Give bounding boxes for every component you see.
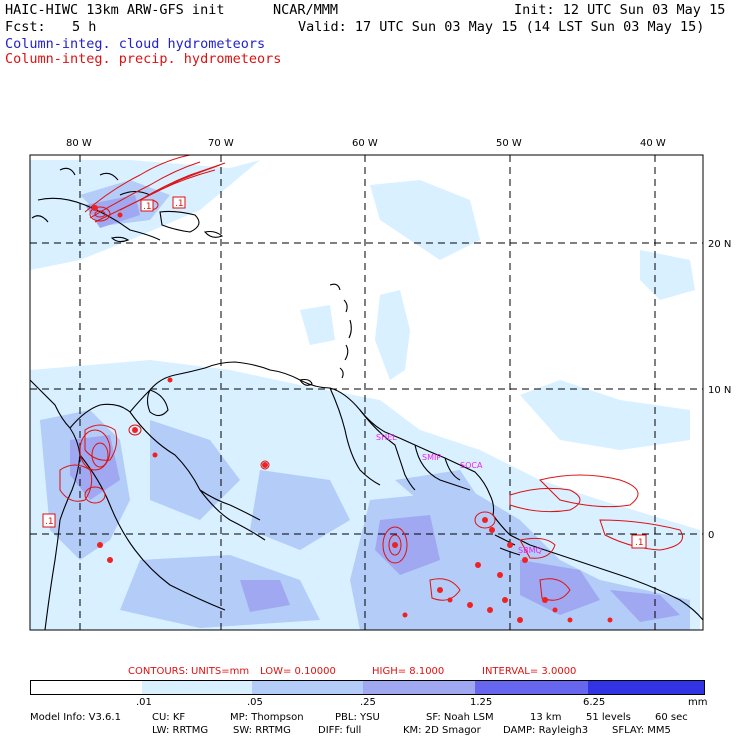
contours-low: LOW= 0.10000 — [260, 666, 336, 677]
lon-label: 40 W — [640, 138, 666, 149]
model-info-item: CU: KF — [152, 712, 186, 723]
precip-cores — [92, 205, 613, 623]
fcst-value: 5 h — [72, 19, 97, 35]
run-title: HAIC-HIWC 13km ARW-GFS init — [5, 2, 225, 18]
color-bar-segment — [31, 681, 142, 694]
color-bar-tick: 6.25 — [583, 697, 606, 708]
contour-label: .1 — [45, 517, 54, 527]
model-info-item: SF: Noah LSM — [426, 712, 494, 723]
color-bar-segment — [588, 681, 704, 694]
color-bar-tick: .05 — [247, 697, 263, 708]
model-info-item: 60 sec — [655, 712, 688, 723]
contour-label-box: .1 — [631, 534, 647, 549]
contour-label: .1 — [175, 199, 184, 209]
lat-label: 0 — [708, 530, 714, 541]
lat-label: 10 N — [708, 385, 731, 396]
station-label: SBMQ — [518, 546, 542, 555]
contour-label: .1 — [635, 538, 644, 548]
contours-high: HIGH= 8.1000 — [372, 666, 445, 677]
color-bar-segment — [363, 681, 475, 694]
color-bar-segment — [252, 681, 363, 694]
station-label: SOCA — [460, 461, 483, 470]
valid-time: Valid: 17 UTC Sun 03 May 15 (14 LST Sun … — [298, 19, 705, 35]
color-bar-tick: .01 — [136, 697, 152, 708]
contours-units: UNITS=mm — [191, 666, 250, 677]
legend-precip: Column-integ. precip. hydrometeors — [5, 51, 282, 67]
model-info-item: MP: Thompson — [230, 712, 304, 723]
color-bar-segment — [142, 681, 252, 694]
contours-label: CONTOURS: — [128, 666, 189, 677]
lon-label: 60 W — [352, 138, 378, 149]
lon-label: 50 W — [496, 138, 522, 149]
org-label: NCAR/MMM — [273, 2, 339, 18]
color-bar-unit: mm — [688, 697, 708, 708]
lon-label: 80 W — [66, 138, 92, 149]
legend-cloud: Column-integ. cloud hydrometeors — [5, 36, 266, 52]
model-info-item: 13 km — [530, 712, 562, 723]
model-info-item: DAMP: Rayleigh3 — [503, 725, 589, 736]
model-info-item: 51 levels — [586, 712, 631, 723]
station-label: SHEL — [376, 433, 397, 442]
contour-label-box: .1 — [140, 199, 154, 212]
contours-interval: INTERVAL= 3.0000 — [482, 666, 577, 677]
station-label: SMIP — [422, 453, 441, 462]
model-info-item: Model Info: V3.6.1 — [30, 712, 121, 723]
model-info-item: DIFF: full — [318, 725, 362, 736]
color-bar-tick: .25 — [360, 697, 376, 708]
color-bar-segment — [475, 681, 588, 694]
model-info-item: SW: RRTMG — [233, 725, 291, 736]
lat-label: 20 N — [708, 239, 731, 250]
graticule — [30, 155, 703, 630]
model-info-item: SFLAY: MM5 — [612, 725, 671, 736]
lon-label: 70 W — [208, 138, 234, 149]
fcst-label: Fcst: — [5, 19, 46, 35]
model-info-item: LW: RRTMG — [152, 725, 209, 736]
contour-label: .1 — [143, 202, 152, 212]
init-time: Init: 12 UTC Sun 03 May 15 — [514, 2, 726, 18]
map-frame — [29, 154, 704, 631]
contour-label-box: .1 — [42, 513, 56, 528]
coastlines — [30, 167, 703, 630]
model-info-item: PBL: YSU — [335, 712, 380, 723]
model-info-item: KM: 2D Smagor — [403, 725, 481, 736]
contour-label-box: .1 — [172, 196, 186, 209]
color-bar — [30, 680, 705, 695]
color-bar-tick: 1.25 — [470, 697, 493, 708]
